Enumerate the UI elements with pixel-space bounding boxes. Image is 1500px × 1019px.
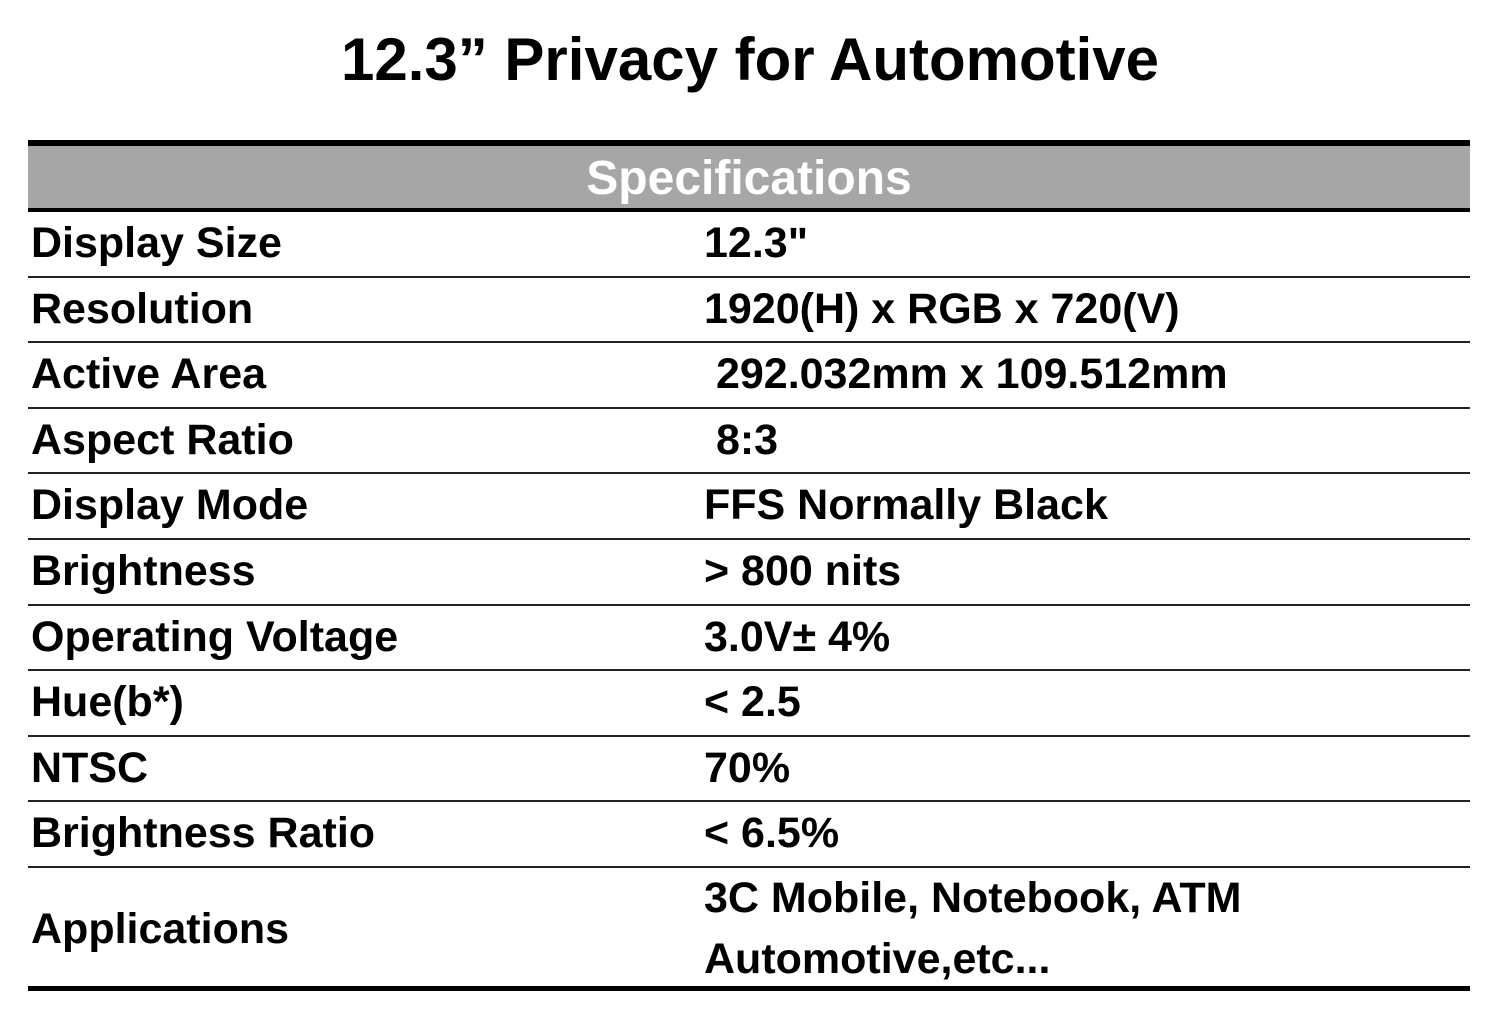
table-header: Specifications (28, 140, 1470, 212)
spec-value: 12.3" (704, 219, 809, 267)
spec-label: Aspect Ratio (31, 415, 294, 464)
table-row: Active Area 292.032mm x 109.512mm (28, 343, 1470, 409)
table-row: Hue(b*) < 2.5 (28, 671, 1470, 737)
spec-value: 1920(H) x RGB x 720(V) (704, 284, 1180, 333)
spec-value: < 6.5% (704, 809, 840, 858)
spec-label: Applications (31, 904, 290, 953)
spec-label: Resolution (31, 284, 254, 333)
table-row: Resolution 1920(H) x RGB x 720(V) (28, 278, 1470, 344)
spec-value: 8:3 (704, 415, 779, 464)
spec-label: Brightness Ratio (31, 809, 376, 858)
table-row: Display Mode FFS Normally Black (28, 474, 1470, 540)
spec-value: 70% (704, 743, 791, 792)
table-row: Brightness Ratio < 6.5% (28, 802, 1470, 868)
table-row: NTSC 70% (28, 737, 1470, 803)
spec-label: Display Mode (31, 481, 309, 530)
spec-label: NTSC (31, 743, 149, 792)
spec-value: > 800 nits (704, 546, 902, 595)
table-row: Brightness > 800 nits (28, 540, 1470, 606)
spec-label: Active Area (31, 350, 267, 399)
spec-label: Hue(b*) (31, 678, 184, 727)
table-row: Display Size 12.3" (28, 212, 1470, 278)
spec-value: 3.0V± 4% (704, 612, 891, 661)
table-row: Operating Voltage 3.0V± 4% (28, 606, 1470, 672)
spec-label: Display Size (31, 219, 282, 267)
spec-label: Brightness (31, 546, 256, 595)
page-title: 12.3” Privacy for Automotive (340, 26, 1160, 93)
table-row: Applications 3C Mobile, Notebook, ATM Aut… (28, 868, 1470, 991)
spec-value: FFS Normally Black (704, 481, 1108, 530)
spec-value: < 2.5 (704, 678, 801, 727)
spec-label: Operating Voltage (31, 612, 399, 661)
spec-value: 292.032mm x 109.512mm (704, 350, 1228, 399)
spec-value: 3C Mobile, Notebook, ATM Automotive,etc.… (704, 873, 1242, 983)
specifications-table: Specifications Display Size 12.3" Resoluti… (28, 140, 1470, 991)
table-row: Aspect Ratio 8:3 (28, 409, 1470, 475)
